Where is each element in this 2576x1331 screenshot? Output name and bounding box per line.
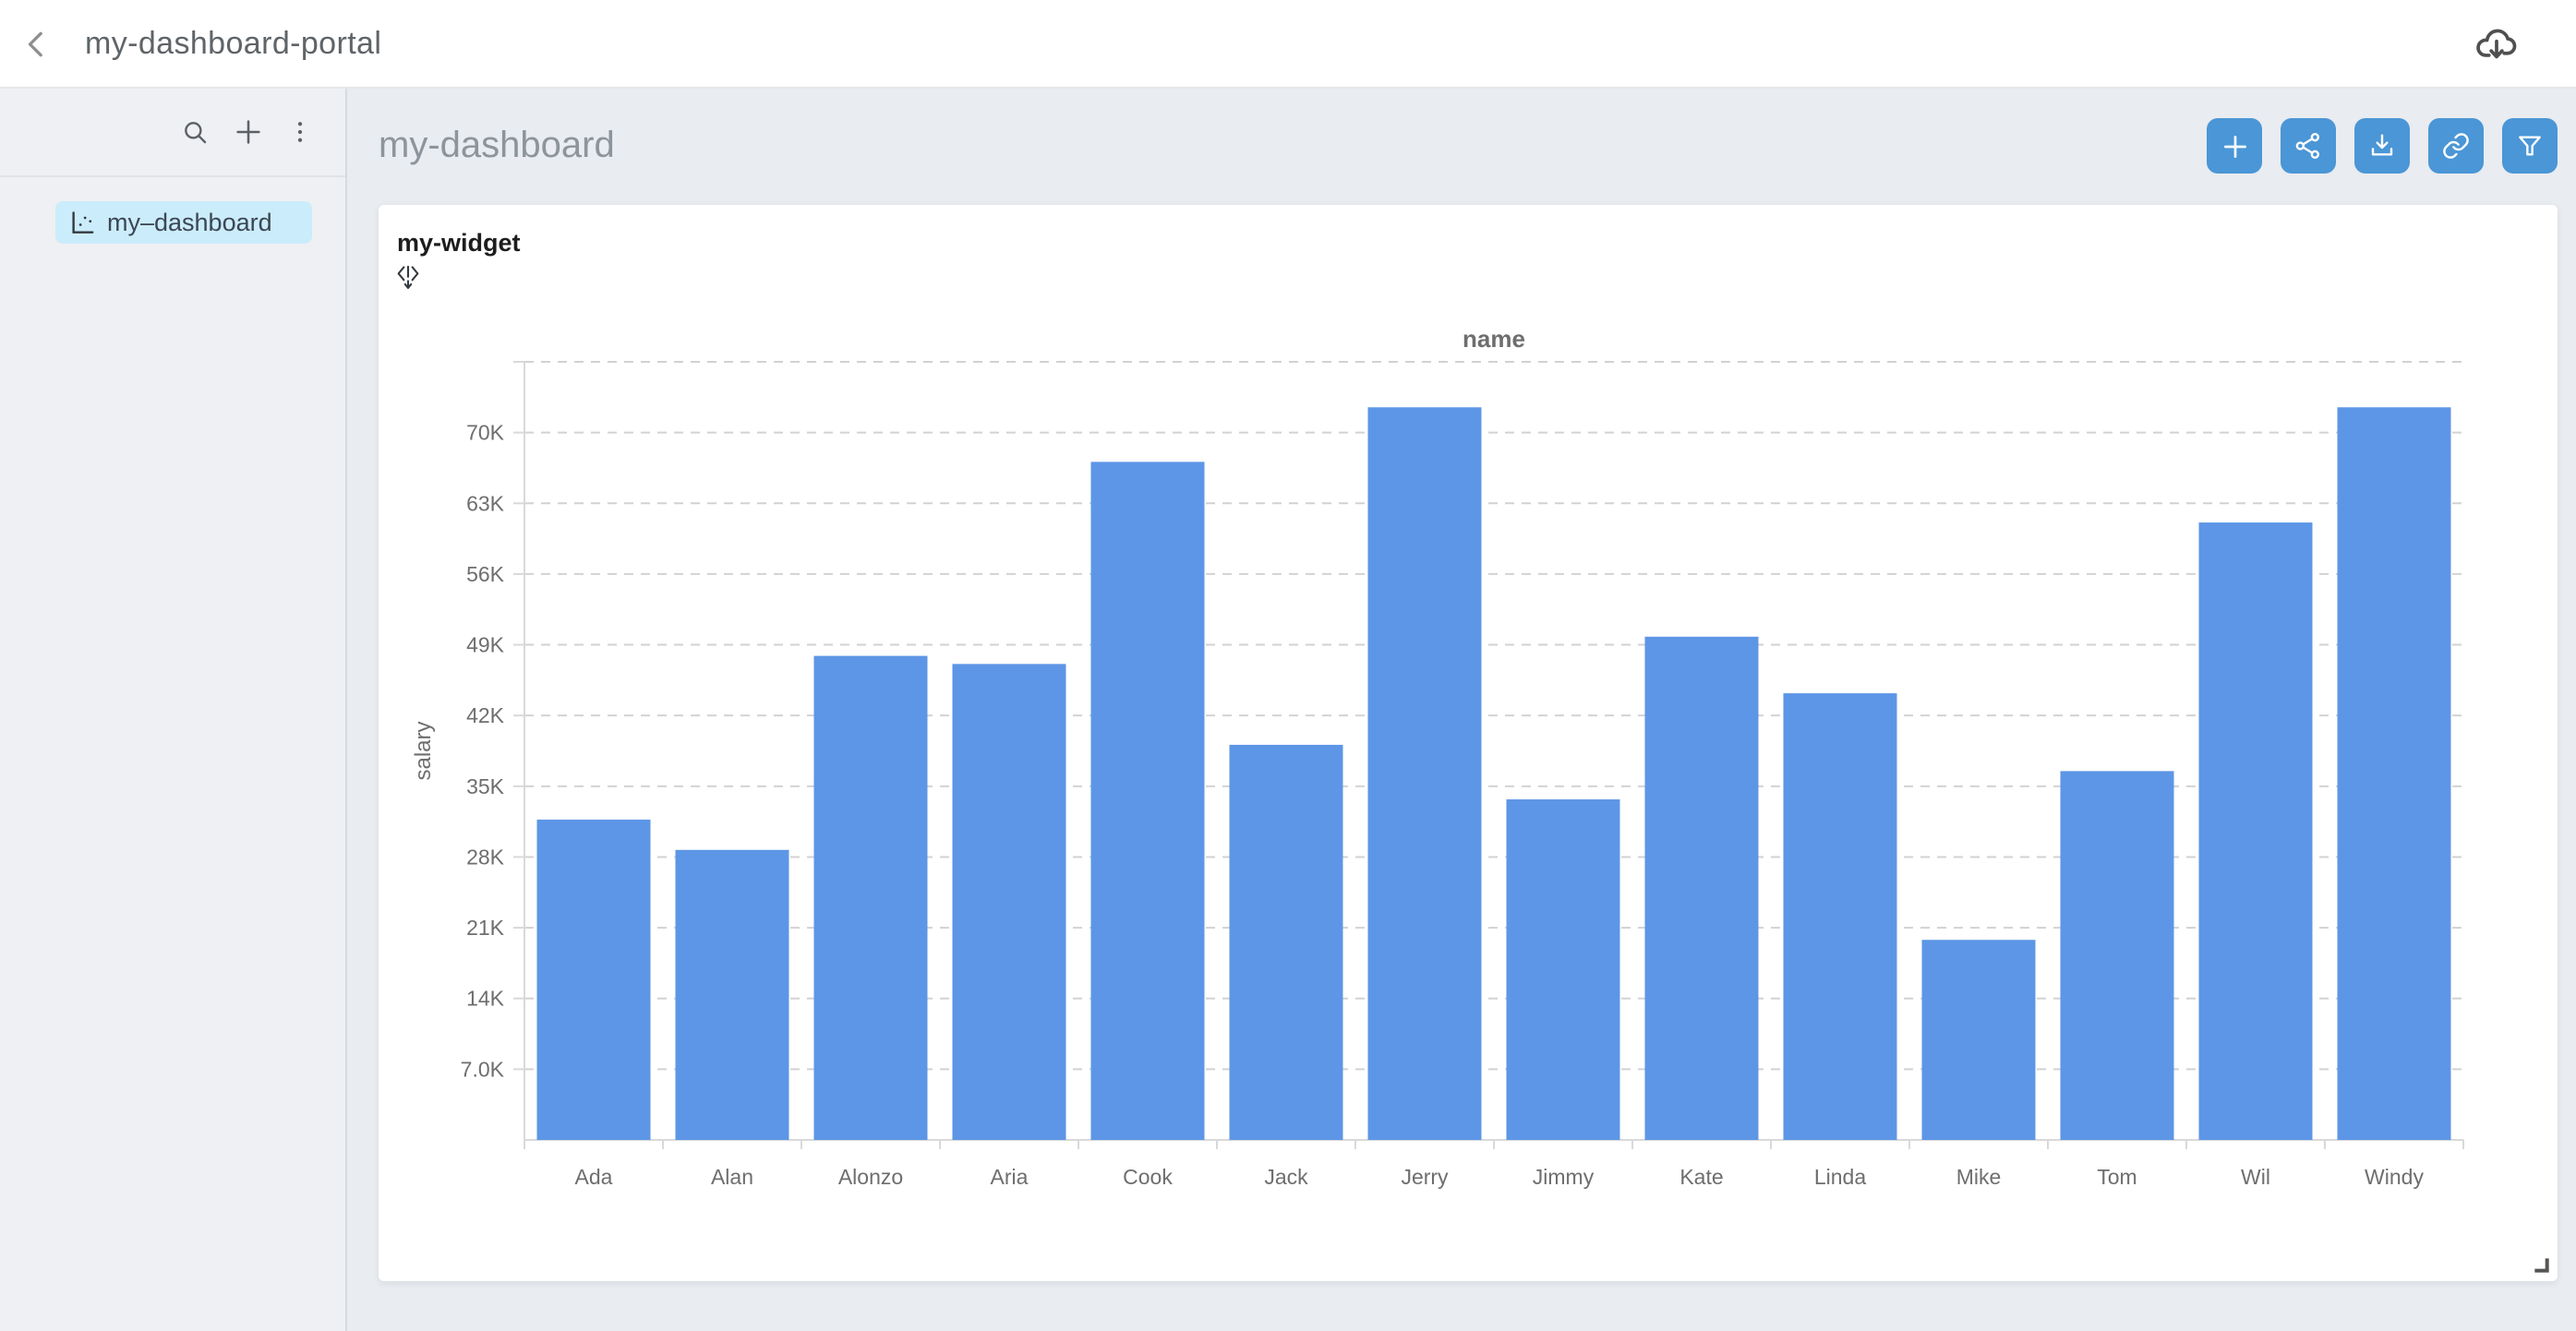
- y-tick-label: 56K: [466, 562, 505, 586]
- bar-cook[interactable]: [1090, 462, 1205, 1140]
- y-tick-label: 7.0K: [461, 1057, 505, 1081]
- export-button[interactable]: [2354, 118, 2410, 174]
- kebab-menu-icon: [296, 122, 302, 142]
- sidebar-item-label: my–dashboard: [107, 209, 272, 236]
- chart-title: name: [1463, 325, 1525, 353]
- bar-linda[interactable]: [1783, 693, 1897, 1140]
- dashboard-title: my-dashboard: [379, 125, 615, 165]
- x-category-label: Alonzo: [838, 1165, 903, 1189]
- sidebar-toolbar: [0, 89, 345, 177]
- cloud-download-icon: [2476, 28, 2517, 58]
- link-icon: [2443, 133, 2469, 159]
- x-category-label: Ada: [575, 1165, 613, 1189]
- scatter-chart-icon: [72, 211, 94, 234]
- x-category-label: Windy: [2365, 1165, 2424, 1189]
- cloud-download-button[interactable]: [2465, 12, 2528, 75]
- x-category-label: Cook: [1123, 1165, 1173, 1189]
- chevron-left-icon: [28, 30, 42, 56]
- bar-kate[interactable]: [1644, 636, 1759, 1140]
- y-tick-label: 70K: [466, 421, 505, 445]
- more-menu-button[interactable]: [279, 112, 319, 152]
- x-category-label: Kate: [1679, 1165, 1723, 1189]
- share-icon: [2295, 133, 2319, 159]
- bar-mike[interactable]: [1921, 940, 2036, 1140]
- y-axis-title: salary: [411, 721, 436, 780]
- portal-title: my-dashboard-portal: [85, 25, 382, 60]
- drill-expand-icon[interactable]: [395, 264, 421, 292]
- bar-alan[interactable]: [675, 849, 789, 1140]
- x-category-label: Jack: [1264, 1165, 1308, 1189]
- bar-alonzo[interactable]: [813, 655, 928, 1140]
- widget-title: my-widget: [397, 229, 521, 257]
- filter-button[interactable]: [2502, 118, 2558, 174]
- add-widget-button[interactable]: [2207, 118, 2262, 174]
- search-icon: [185, 121, 207, 143]
- bar-tom[interactable]: [2060, 771, 2174, 1140]
- y-tick-label: 21K: [466, 916, 505, 940]
- share-button[interactable]: [2281, 118, 2336, 174]
- x-category-label: Wil: [2241, 1165, 2270, 1189]
- filter-icon: [2519, 136, 2541, 156]
- plus-icon: [2223, 135, 2245, 157]
- x-category-label: Jimmy: [1533, 1165, 1595, 1189]
- dashboard-header: my-dashboard: [379, 89, 2558, 203]
- plus-icon: [235, 120, 259, 144]
- bar-windy[interactable]: [2337, 407, 2451, 1140]
- resize-handle-icon[interactable]: [2532, 1255, 2550, 1274]
- y-tick-label: 49K: [466, 633, 505, 657]
- x-category-label: Mike: [1956, 1165, 2002, 1189]
- bar-jack[interactable]: [1229, 744, 1343, 1140]
- y-tick-label: 14K: [466, 987, 505, 1011]
- x-category-label: Jerry: [1401, 1165, 1449, 1189]
- y-tick-label: 63K: [466, 491, 505, 515]
- x-category-label: Alan: [711, 1165, 753, 1189]
- main-panel: my-dashboard my-wid: [349, 89, 2576, 1331]
- download-icon: [2371, 134, 2393, 156]
- y-tick-label: 35K: [466, 774, 505, 798]
- bar-ada[interactable]: [536, 819, 651, 1140]
- x-category-label: Linda: [1814, 1165, 1866, 1189]
- bar-aria[interactable]: [952, 664, 1066, 1140]
- bar-jerry[interactable]: [1367, 407, 1482, 1140]
- copy-link-button[interactable]: [2428, 118, 2484, 174]
- sidebar: my–dashboard: [0, 89, 347, 1331]
- search-button[interactable]: [175, 112, 216, 152]
- widget-card: my-widget name 7.0K 14K 21K 28K 35K 42K 49K 56K 6…: [379, 205, 2558, 1281]
- top-header: my-dashboard-portal: [0, 0, 2576, 89]
- bar-chart-canvas[interactable]: name 7.0K 14K 21K 28K 35K 42K 49K 56K 63K 70K Ada Al…: [379, 205, 2558, 1281]
- bar-wil[interactable]: [2198, 522, 2313, 1140]
- back-button[interactable]: [0, 0, 74, 88]
- dashboard-toolbar: [2207, 118, 2558, 174]
- x-category-label: Aria: [991, 1165, 1029, 1189]
- y-tick-label: 28K: [466, 845, 505, 869]
- y-tick-label: 42K: [466, 703, 505, 727]
- x-category-label: Tom: [2097, 1165, 2137, 1189]
- add-dashboard-button[interactable]: [227, 112, 268, 152]
- sidebar-item-my-dashboard[interactable]: my–dashboard: [55, 201, 312, 244]
- bar-jimmy[interactable]: [1506, 799, 1620, 1140]
